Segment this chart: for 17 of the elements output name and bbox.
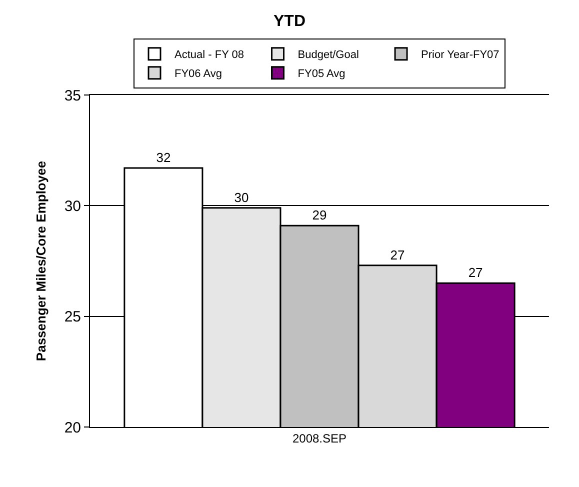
data-label: 27 [468,265,483,280]
legend-label: FY05 Avg [298,68,346,80]
legend-label: Actual - FY 08 [174,49,244,62]
chart-title: YTD [274,12,306,30]
legend-label: Budget/Goal [298,49,359,62]
data-label: 29 [312,208,327,223]
y-tick-label: 25 [64,308,81,326]
data-label: 32 [156,150,171,166]
x-tick-label: 2008.SEP [292,431,347,446]
y-tick-label: 20 [64,419,81,436]
legend-label: Prior Year-FY07 [421,49,500,62]
data-label: 30 [234,190,249,205]
y-tick-label: 30 [64,198,81,215]
y-axis-title: Passenger Miles/Core Employee [33,160,48,362]
data-label: 27 [390,247,405,262]
legend-label: FY06 Avg [174,68,222,80]
y-tick-label: 35 [64,87,81,104]
